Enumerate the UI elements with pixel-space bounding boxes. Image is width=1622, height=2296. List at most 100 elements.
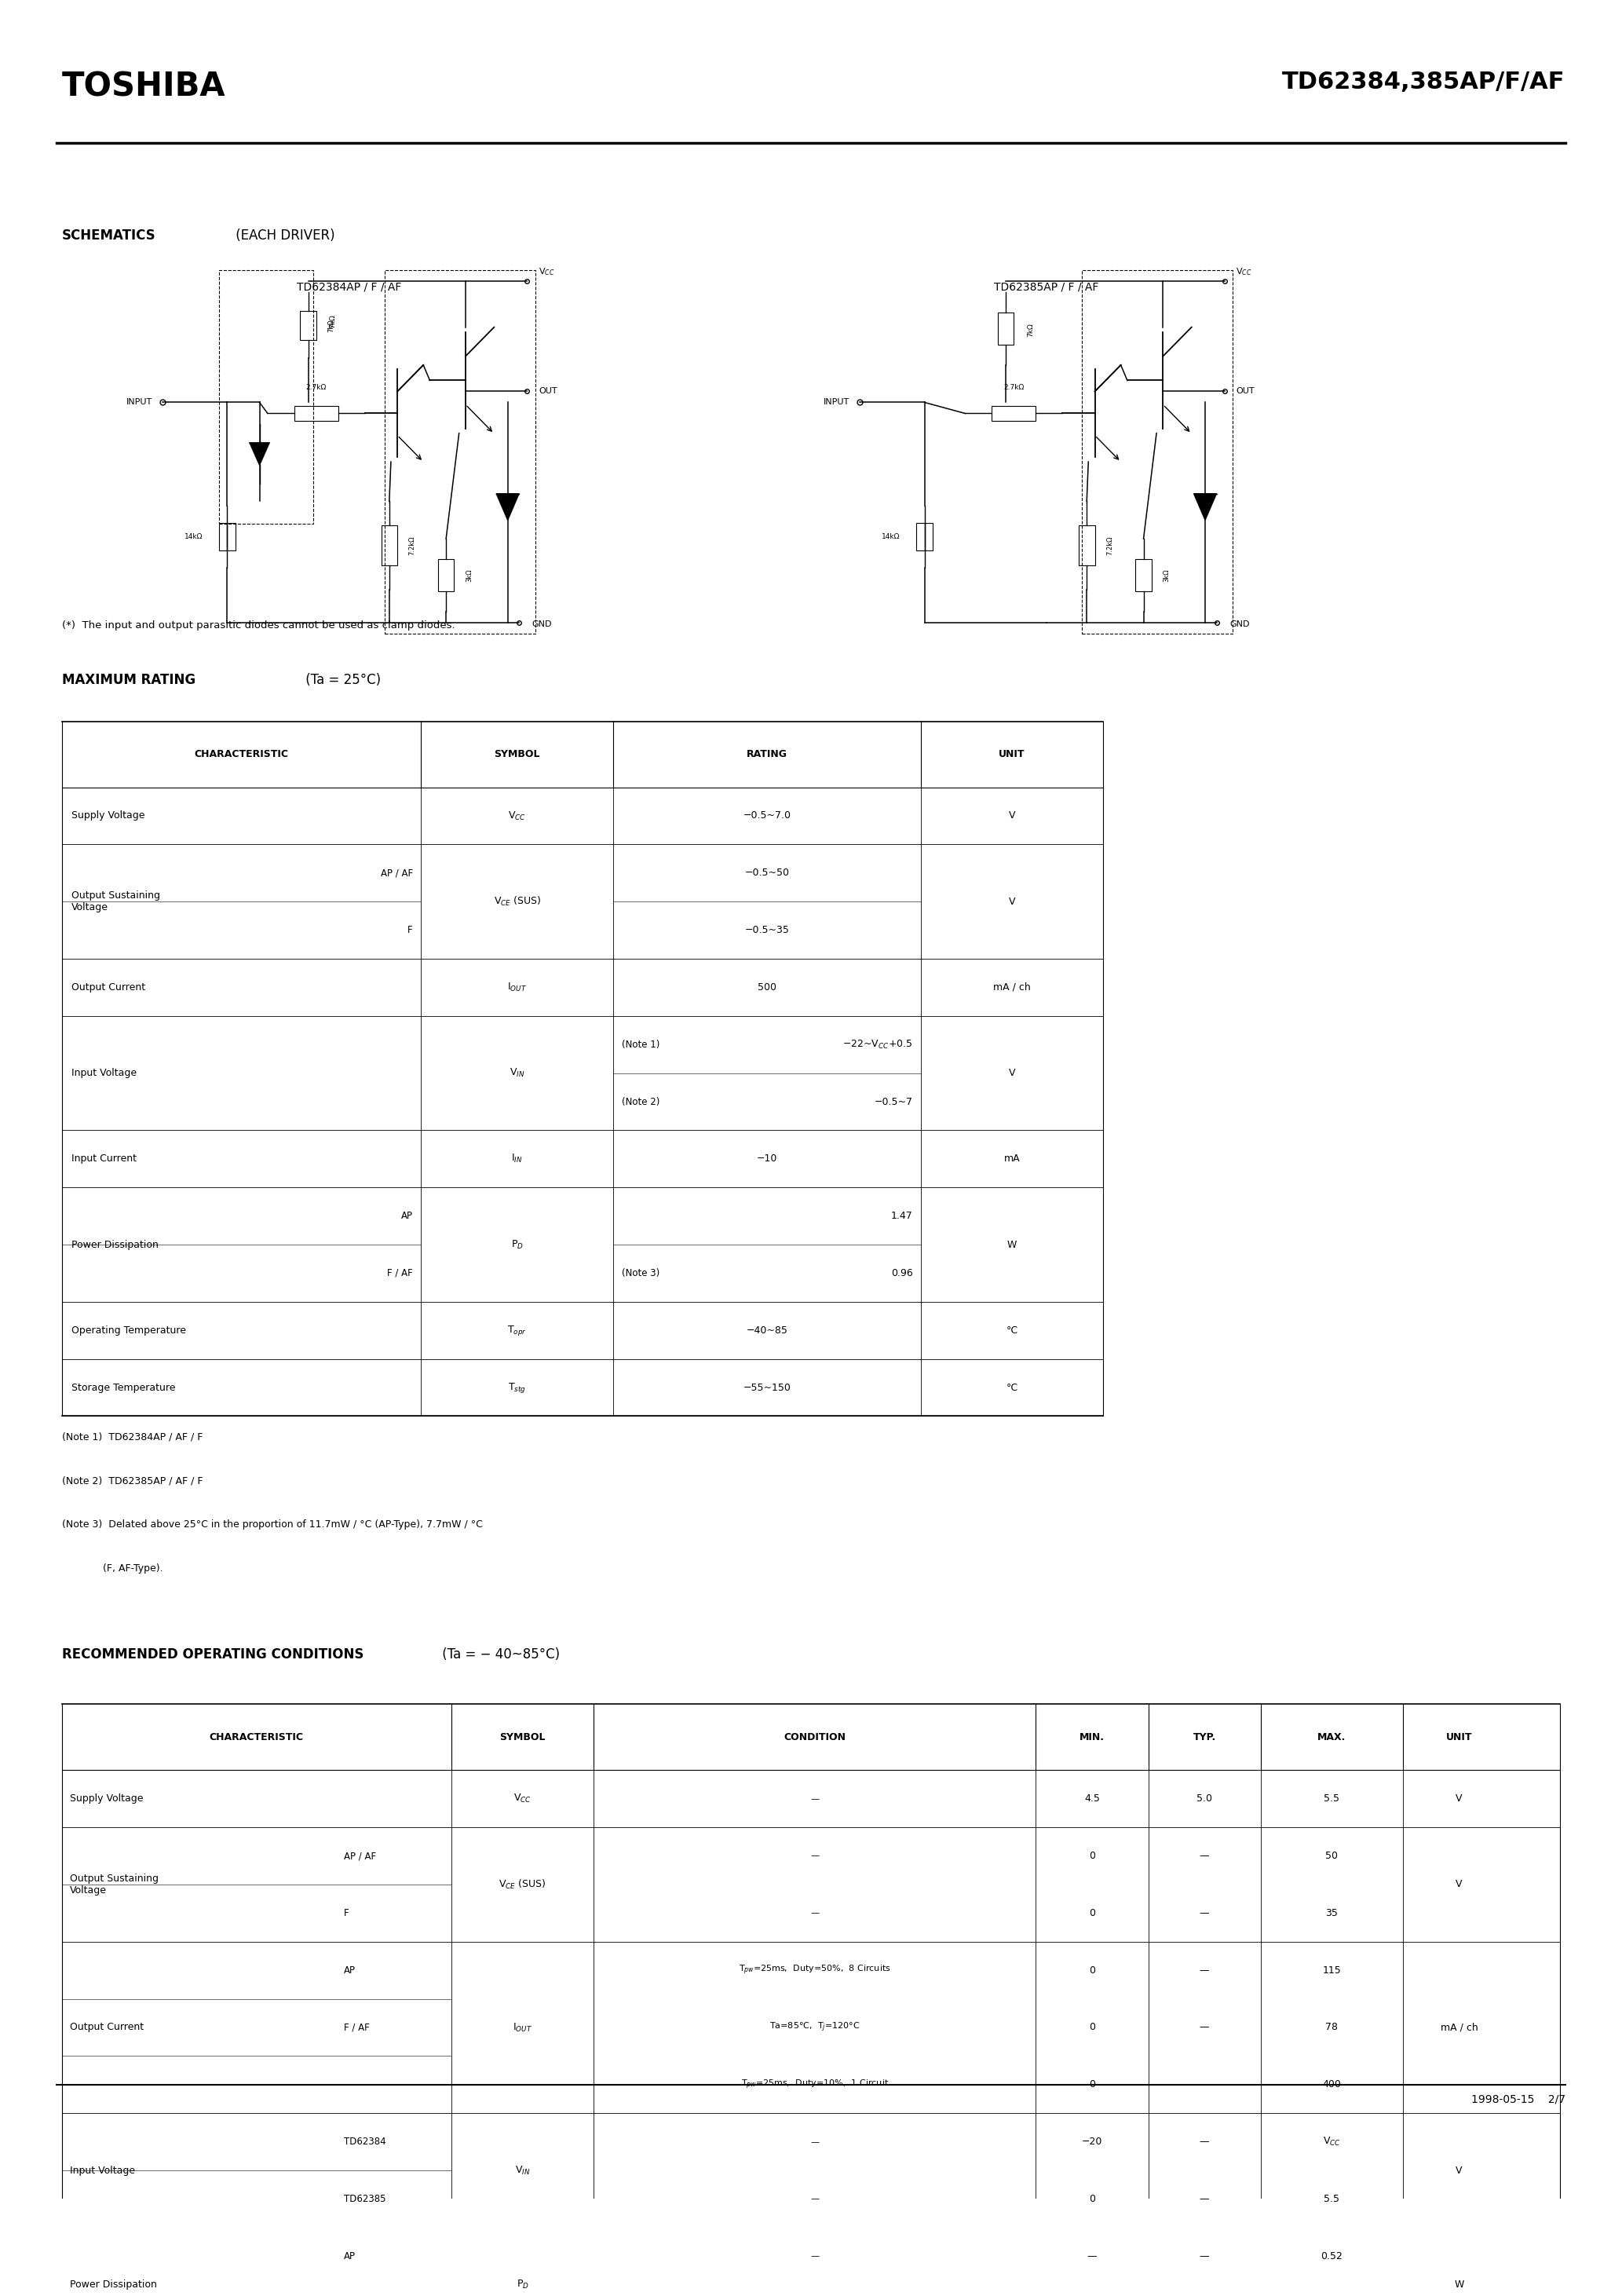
Text: (Note 2)  TD62385AP / AF / F: (Note 2) TD62385AP / AF / F <box>62 1476 203 1486</box>
Text: AP: AP <box>344 1965 355 1975</box>
Text: 115: 115 <box>1322 1965 1341 1975</box>
Text: TD62384,385AP/F/AF: TD62384,385AP/F/AF <box>1283 71 1565 94</box>
Text: V$_{CC}$: V$_{CC}$ <box>508 810 526 822</box>
Text: P$_{D}$: P$_{D}$ <box>511 1238 524 1251</box>
Text: I$_{OUT}$: I$_{OUT}$ <box>513 2020 532 2034</box>
Text: 5.0: 5.0 <box>1197 1793 1212 1805</box>
Text: OUT: OUT <box>539 388 556 395</box>
Text: W: W <box>1455 2280 1465 2289</box>
Text: —: — <box>1200 2138 1210 2147</box>
Text: P$_{D}$: P$_{D}$ <box>516 2280 529 2291</box>
Bar <box>1135 558 1152 592</box>
Text: Input Voltage: Input Voltage <box>71 1068 136 1079</box>
Text: CHARACTERISTIC: CHARACTERISTIC <box>209 1731 303 1743</box>
Text: (*)  The input and output parasitic diodes cannot be used as clamp diodes.: (*) The input and output parasitic diode… <box>62 620 454 631</box>
Text: 4.5: 4.5 <box>1083 1793 1100 1805</box>
Text: Supply Voltage: Supply Voltage <box>70 1793 143 1805</box>
Text: T$_{pw}$=25ms,  Duty=50%,  8 Circuits: T$_{pw}$=25ms, Duty=50%, 8 Circuits <box>738 1963 890 1977</box>
Text: Storage Temperature: Storage Temperature <box>71 1382 175 1394</box>
Text: 3kΩ: 3kΩ <box>1163 569 1169 581</box>
Text: Power Dissipation: Power Dissipation <box>71 1240 159 1249</box>
Text: 400: 400 <box>1322 2080 1341 2089</box>
Text: —: — <box>811 1795 819 1802</box>
Text: INPUT: INPUT <box>824 400 850 406</box>
Text: −40~85: −40~85 <box>746 1325 788 1336</box>
Text: 14kΩ: 14kΩ <box>185 533 203 540</box>
Text: 78: 78 <box>1325 2023 1338 2032</box>
Text: 0: 0 <box>1088 1965 1095 1975</box>
Text: 50: 50 <box>1325 1851 1338 1862</box>
Text: W: W <box>1007 1240 1017 1249</box>
Text: Operating Temperature: Operating Temperature <box>71 1325 187 1336</box>
Text: —: — <box>811 2195 819 2202</box>
Text: —: — <box>1200 2023 1210 2032</box>
Text: −0.5~7: −0.5~7 <box>874 1097 913 1107</box>
Text: —: — <box>1200 2195 1210 2204</box>
Text: —: — <box>1200 1851 1210 1862</box>
Text: 7.2kΩ: 7.2kΩ <box>409 535 415 556</box>
Text: −0.5~7.0: −0.5~7.0 <box>743 810 792 822</box>
Text: Output Sustaining
Voltage: Output Sustaining Voltage <box>71 891 161 912</box>
Polygon shape <box>1194 494 1216 521</box>
Text: OUT: OUT <box>1236 388 1254 395</box>
Text: 0.52: 0.52 <box>1320 2250 1343 2262</box>
Text: 7.2kΩ: 7.2kΩ <box>1106 535 1113 556</box>
Text: mA / ch: mA / ch <box>1440 2023 1478 2032</box>
Text: (Note 1)  TD62384AP / AF / F: (Note 1) TD62384AP / AF / F <box>62 1430 203 1442</box>
Text: V: V <box>1457 1880 1463 1890</box>
Text: TOSHIBA: TOSHIBA <box>62 71 225 103</box>
Text: TD62384: TD62384 <box>344 2138 386 2147</box>
Text: 0: 0 <box>1088 1851 1095 1862</box>
Text: (Ta = 25°C): (Ta = 25°C) <box>302 673 381 687</box>
Text: mA / ch: mA / ch <box>993 983 1030 992</box>
Text: —: — <box>1200 2080 1210 2089</box>
Text: GND: GND <box>1229 620 1249 629</box>
Text: T$_{stg}$: T$_{stg}$ <box>508 1380 526 1394</box>
Text: T$_{opr}$: T$_{opr}$ <box>508 1325 527 1336</box>
Text: V: V <box>1009 895 1015 907</box>
Text: —: — <box>811 1910 819 1917</box>
Text: INPUT: INPUT <box>127 400 152 406</box>
Text: V$_{CE}$ (SUS): V$_{CE}$ (SUS) <box>493 895 540 907</box>
Polygon shape <box>496 494 519 521</box>
Text: V: V <box>1457 2165 1463 2177</box>
Text: Output Sustaining
Voltage: Output Sustaining Voltage <box>70 1874 159 1896</box>
Text: V$_{CC}$: V$_{CC}$ <box>1324 2135 1341 2147</box>
Text: SYMBOL: SYMBOL <box>495 748 540 760</box>
Text: −55~150: −55~150 <box>743 1382 792 1394</box>
Text: T$_{pw}$=25ms,  Duty=10%,  1 Circuit: T$_{pw}$=25ms, Duty=10%, 1 Circuit <box>741 2078 889 2092</box>
Text: AP / AF: AP / AF <box>344 1851 376 1862</box>
Text: TD62385AP / F / AF: TD62385AP / F / AF <box>994 282 1098 292</box>
Text: F: F <box>407 925 412 934</box>
Text: °C: °C <box>1006 1325 1017 1336</box>
Bar <box>219 523 235 551</box>
Text: TD62385: TD62385 <box>344 2195 386 2204</box>
Text: MAX.: MAX. <box>1317 1731 1346 1743</box>
Bar <box>295 406 339 420</box>
Text: Ta=85°C,  T$_j$=120°C: Ta=85°C, T$_j$=120°C <box>769 2020 860 2034</box>
Text: 7kΩ: 7kΩ <box>328 319 334 333</box>
Text: SCHEMATICS: SCHEMATICS <box>62 230 156 243</box>
Text: V$_{CE}$ (SUS): V$_{CE}$ (SUS) <box>500 1878 547 1892</box>
Text: 7kΩ: 7kΩ <box>1027 324 1033 338</box>
Text: RATING: RATING <box>746 748 788 760</box>
Text: 2.7kΩ: 2.7kΩ <box>307 383 326 390</box>
Text: Supply Voltage: Supply Voltage <box>71 810 144 822</box>
Text: Output Current: Output Current <box>70 2023 144 2032</box>
Text: mA: mA <box>1004 1155 1020 1164</box>
Text: —: — <box>1087 2250 1096 2262</box>
Text: 1998-05-15    2/7: 1998-05-15 2/7 <box>1471 2094 1565 2105</box>
Text: —: — <box>811 1853 819 1860</box>
Text: Input Voltage: Input Voltage <box>70 2165 135 2177</box>
Text: 2.7kΩ: 2.7kΩ <box>1004 383 1023 390</box>
Bar <box>998 312 1014 344</box>
Text: I$_{OUT}$: I$_{OUT}$ <box>508 980 527 994</box>
Text: UNIT: UNIT <box>999 748 1025 760</box>
Text: SYMBOL: SYMBOL <box>500 1731 545 1743</box>
Text: —: — <box>1200 2250 1210 2262</box>
Text: (F, AF-Type).: (F, AF-Type). <box>62 1564 162 1573</box>
Text: 14kΩ: 14kΩ <box>882 533 900 540</box>
Text: F / AF: F / AF <box>344 2023 370 2032</box>
Text: —: — <box>1200 1965 1210 1975</box>
Text: V$_{CC}$: V$_{CC}$ <box>514 1793 532 1805</box>
